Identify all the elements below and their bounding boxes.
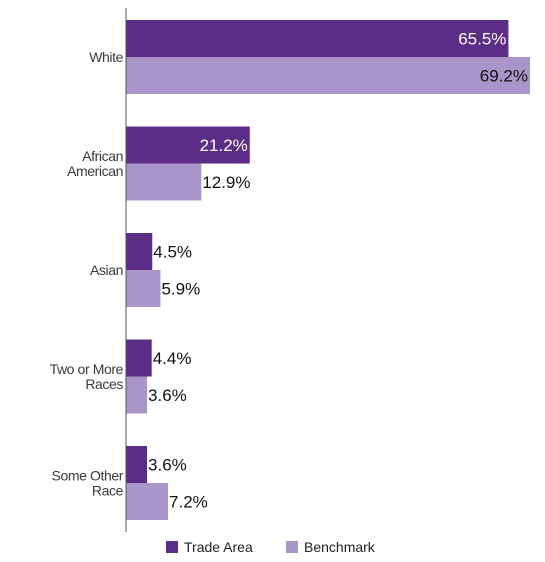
bar-benchmark-4 xyxy=(126,483,169,520)
bar-trade-area-3 xyxy=(126,339,152,377)
category-label-2: Asian xyxy=(90,262,123,278)
bar-trade-area-1 xyxy=(126,126,250,164)
value-label-trade-area-4: 3.6% xyxy=(148,456,187,475)
value-label-benchmark-1: 12.9% xyxy=(202,173,250,192)
value-label-trade-area-0: 65.5% xyxy=(458,30,506,49)
legend-swatch-benchmark xyxy=(286,541,298,553)
legend: Trade Area Benchmark xyxy=(166,539,376,555)
bar-benchmark-2 xyxy=(126,270,161,307)
labels-layer: 65.5% 69.2% White 21.2% 12.9% African American… xyxy=(50,30,528,512)
category-label-4: Some Other Race xyxy=(52,468,124,499)
value-label-benchmark-3: 3.6% xyxy=(148,386,187,405)
value-label-benchmark-0: 69.2% xyxy=(480,67,528,86)
bars-layer xyxy=(126,20,530,520)
bar-trade-area-2 xyxy=(126,233,153,270)
category-label-1: African American xyxy=(67,148,123,179)
legend-swatch-trade-area xyxy=(166,541,178,553)
category-label-3: Two or More Races xyxy=(50,361,124,392)
bar-trade-area-4 xyxy=(126,446,148,483)
value-label-benchmark-2: 5.9% xyxy=(161,280,200,299)
legend-label-benchmark: Benchmark xyxy=(304,539,376,555)
bar-trade-area-0 xyxy=(126,20,509,57)
legend-label-trade-area: Trade Area xyxy=(184,539,253,555)
bar-benchmark-0 xyxy=(126,57,530,94)
value-label-trade-area-1: 21.2% xyxy=(200,136,248,155)
value-label-trade-area-3: 4.4% xyxy=(153,349,192,368)
bar-benchmark-1 xyxy=(126,163,202,201)
category-label-0: White xyxy=(89,49,123,65)
bar-benchmark-3 xyxy=(126,376,148,414)
value-label-trade-area-2: 4.5% xyxy=(153,243,192,262)
value-label-benchmark-4: 7.2% xyxy=(169,493,208,512)
